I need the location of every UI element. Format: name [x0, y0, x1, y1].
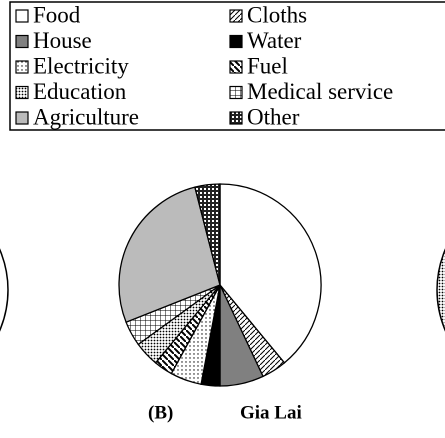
legend-swatch [229, 111, 243, 125]
legend-label: Agriculture [33, 104, 139, 129]
legend-label: Electricity [33, 53, 129, 78]
legend-label: Education [33, 79, 127, 104]
chart-title: Gia Lai [240, 402, 302, 423]
legend-label: Other [247, 104, 300, 129]
legend-swatch [15, 111, 29, 125]
pie-slice [219, 183, 322, 364]
legend-swatch [15, 9, 29, 23]
legend-label: Food [33, 2, 81, 27]
legend-label: Water [247, 28, 302, 53]
panel-label: (B) [148, 402, 173, 423]
legend-swatch [229, 60, 243, 74]
pie-slice [194, 183, 221, 286]
legend-swatch [229, 34, 243, 49]
legend-box [9, 1, 445, 131]
neighbor-pie [0, 248, 9, 332]
legend-swatch [15, 34, 29, 49]
neighbor-pie [436, 248, 445, 332]
legend-label: Medical service [247, 79, 393, 104]
legend-swatch [229, 9, 243, 23]
legend-label: Fuel [247, 53, 288, 78]
pie-slice [118, 186, 221, 324]
legend-swatch [15, 85, 29, 100]
legend-swatch [229, 85, 243, 100]
legend-label: Cloths [247, 2, 307, 27]
legend-label: House [33, 28, 92, 53]
legend-swatch [15, 60, 29, 74]
